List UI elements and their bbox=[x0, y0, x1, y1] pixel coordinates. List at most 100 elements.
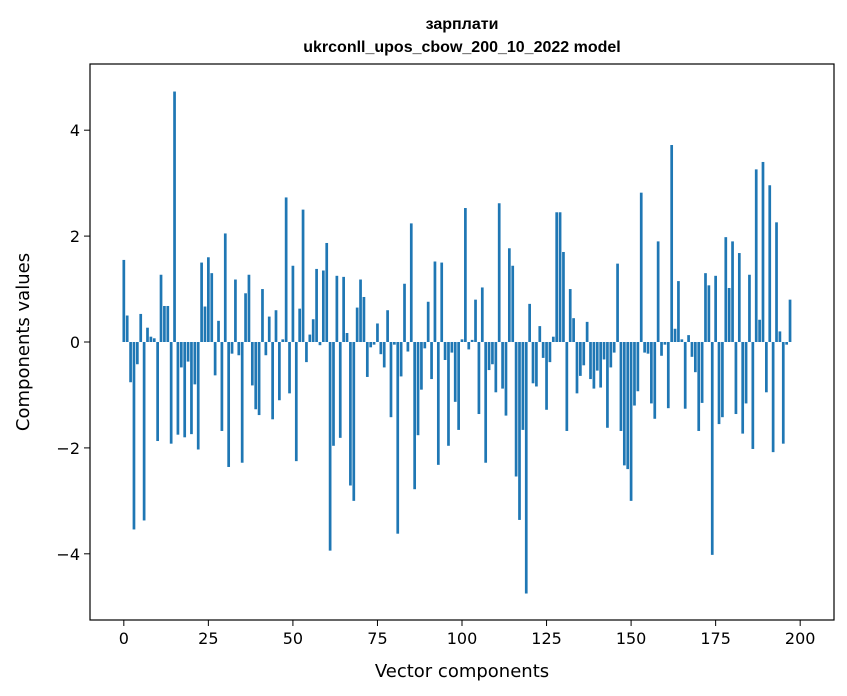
bar-144 bbox=[609, 342, 613, 368]
bar-148 bbox=[622, 342, 626, 466]
bar-6 bbox=[142, 342, 146, 521]
bar-62 bbox=[332, 342, 335, 446]
bar-79 bbox=[389, 342, 393, 418]
bar-135 bbox=[579, 342, 582, 376]
bar-55 bbox=[308, 334, 312, 342]
y-tick-label: 4 bbox=[70, 121, 80, 140]
x-tick-label: 75 bbox=[367, 629, 387, 648]
bar-164 bbox=[677, 281, 680, 342]
bar-70 bbox=[359, 279, 362, 342]
bar-34 bbox=[237, 342, 241, 356]
bar-81 bbox=[396, 342, 400, 534]
bar-102 bbox=[467, 342, 471, 350]
bar-124 bbox=[541, 342, 545, 358]
bar-94 bbox=[440, 262, 444, 342]
bar-139 bbox=[592, 342, 596, 389]
bar-28 bbox=[217, 320, 220, 342]
bar-3 bbox=[132, 342, 136, 530]
bar-186 bbox=[751, 342, 755, 449]
bar-127 bbox=[551, 336, 555, 342]
bar-168 bbox=[690, 342, 694, 357]
bar-42 bbox=[264, 342, 268, 356]
bar-153 bbox=[639, 192, 643, 342]
bar-56 bbox=[311, 319, 315, 342]
bar-64 bbox=[338, 342, 342, 438]
bar-77 bbox=[382, 342, 386, 368]
bar-71 bbox=[362, 296, 366, 342]
bar-171 bbox=[700, 342, 704, 403]
x-tick-label: 175 bbox=[700, 629, 731, 648]
bar-185 bbox=[748, 274, 751, 342]
bar-106 bbox=[480, 287, 484, 342]
bar-103 bbox=[470, 339, 474, 342]
bar-101 bbox=[464, 208, 467, 342]
bar-114 bbox=[507, 248, 511, 342]
bar-49 bbox=[288, 342, 291, 394]
bar-76 bbox=[379, 342, 383, 355]
bar-83 bbox=[403, 283, 406, 342]
bar-50 bbox=[291, 265, 295, 342]
bar-0 bbox=[122, 259, 126, 342]
bar-116 bbox=[514, 342, 518, 477]
bar-8 bbox=[149, 336, 153, 342]
x-tick-label: 25 bbox=[198, 629, 218, 648]
bar-113 bbox=[504, 342, 508, 416]
bar-108 bbox=[487, 342, 491, 371]
bar-54 bbox=[305, 342, 308, 363]
bar-155 bbox=[646, 342, 650, 354]
bar-170 bbox=[697, 342, 701, 431]
bar-68 bbox=[352, 342, 356, 501]
bar-133 bbox=[572, 318, 575, 342]
bar-138 bbox=[589, 342, 592, 380]
bar-67 bbox=[349, 342, 352, 486]
bar-154 bbox=[643, 342, 646, 353]
bar-66 bbox=[345, 333, 349, 342]
bar-166 bbox=[683, 342, 687, 409]
bar-87 bbox=[416, 342, 420, 436]
x-tick-label: 0 bbox=[119, 629, 129, 648]
bar-13 bbox=[166, 305, 170, 342]
bar-157 bbox=[653, 342, 657, 419]
y-tick-label: −2 bbox=[56, 439, 80, 458]
bar-78 bbox=[386, 310, 389, 342]
bar-112 bbox=[501, 342, 504, 389]
bar-115 bbox=[511, 265, 515, 342]
bar-73 bbox=[369, 342, 373, 348]
bar-93 bbox=[436, 342, 440, 465]
bar-174 bbox=[710, 342, 714, 555]
bar-16 bbox=[176, 342, 180, 435]
bar-12 bbox=[163, 305, 166, 342]
bar-85 bbox=[409, 223, 413, 342]
bar-145 bbox=[612, 342, 616, 353]
bar-161 bbox=[666, 342, 670, 409]
bar-84 bbox=[406, 342, 410, 352]
bar-29 bbox=[220, 342, 224, 431]
bar-178 bbox=[724, 237, 728, 342]
bar-123 bbox=[538, 326, 542, 342]
bar-48 bbox=[284, 197, 288, 342]
bar-92 bbox=[433, 261, 437, 342]
bar-181 bbox=[734, 342, 738, 415]
chart-title-line-2: ukrconll_upos_cbow_200_10_2022 model bbox=[303, 39, 620, 56]
bar-47 bbox=[281, 339, 285, 342]
bar-22 bbox=[196, 342, 200, 450]
y-axis-ticks: −4 −2 0 2 4 bbox=[56, 121, 90, 564]
bar-191 bbox=[768, 185, 772, 342]
bar-107 bbox=[484, 342, 488, 463]
bar-18 bbox=[183, 342, 187, 438]
bar-10 bbox=[156, 342, 159, 442]
bar-86 bbox=[413, 342, 417, 490]
bar-129 bbox=[558, 212, 562, 342]
bar-31 bbox=[227, 342, 231, 467]
bar-177 bbox=[721, 342, 724, 418]
bar-63 bbox=[335, 275, 339, 342]
chart-title-line-1: зарплати bbox=[426, 16, 499, 33]
bar-117 bbox=[518, 342, 521, 520]
x-tick-label: 50 bbox=[283, 629, 303, 648]
bar-137 bbox=[585, 321, 589, 342]
bar-140 bbox=[595, 342, 599, 371]
bar-130 bbox=[562, 251, 565, 342]
bar-132 bbox=[568, 289, 572, 342]
bar-197 bbox=[788, 299, 792, 342]
bar-131 bbox=[565, 342, 569, 431]
